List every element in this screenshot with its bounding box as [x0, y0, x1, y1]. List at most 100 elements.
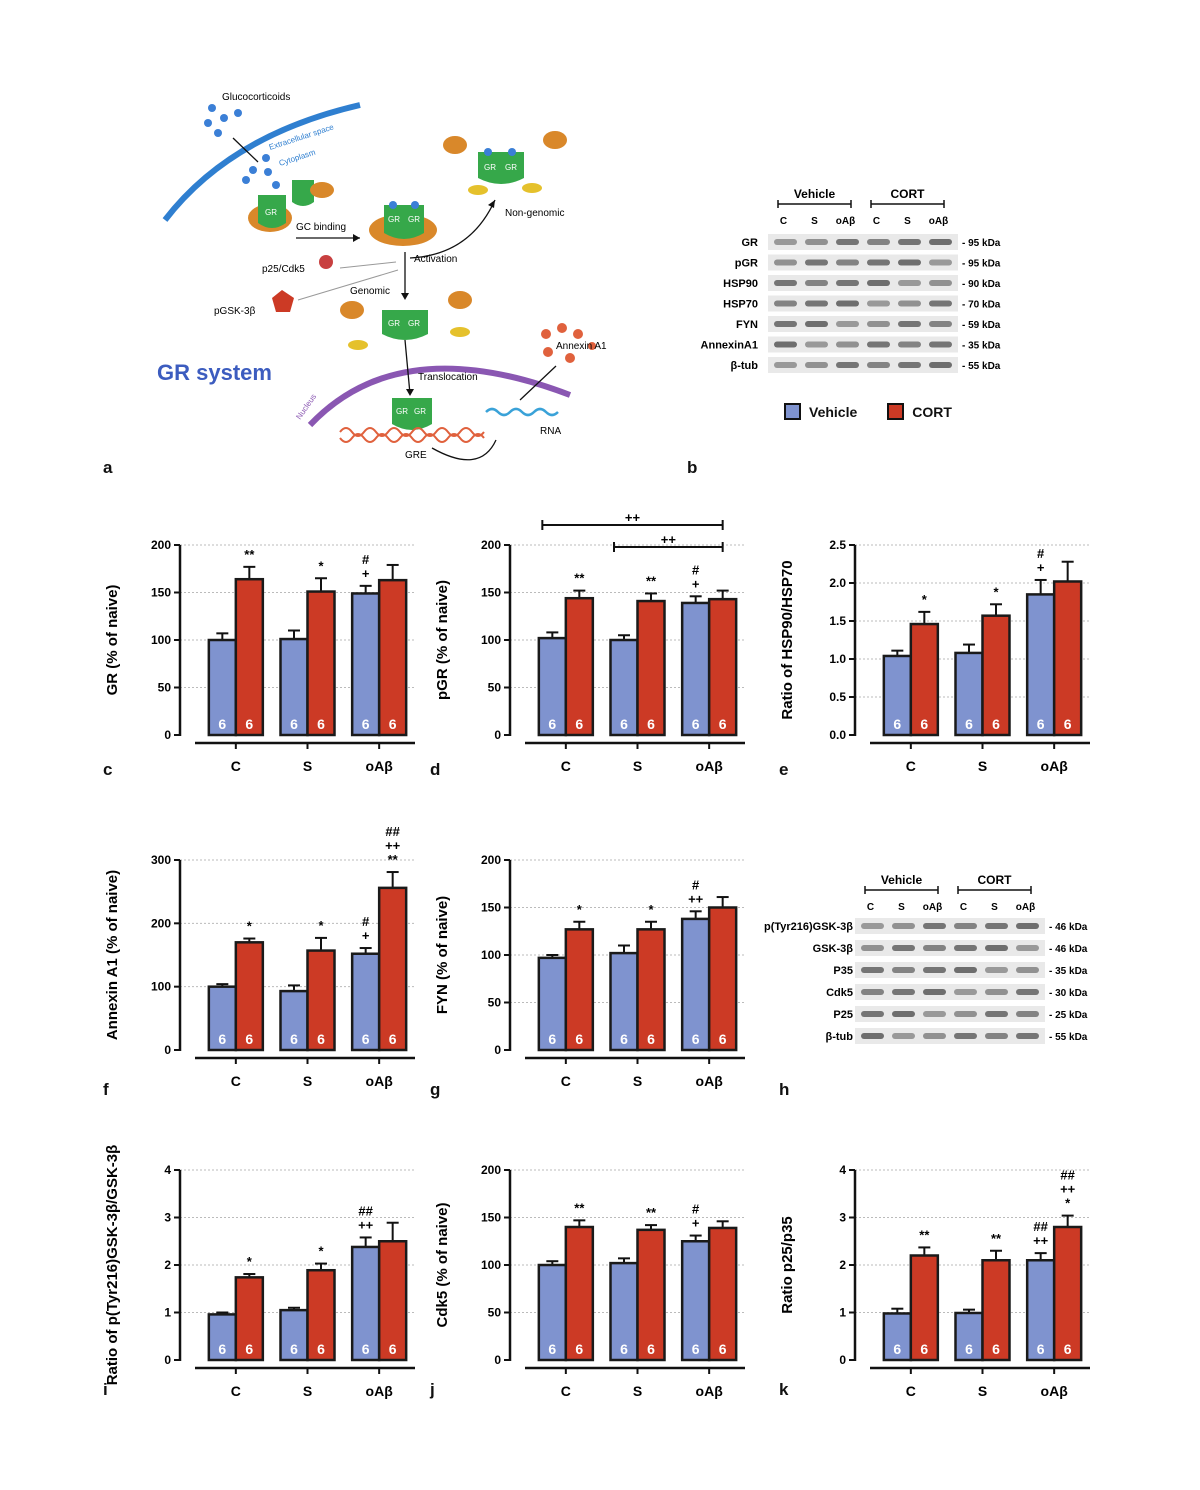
dna-strand: [339, 427, 485, 443]
n-label: 6: [620, 1031, 628, 1047]
blot-lane-label: oAβ: [1016, 902, 1035, 913]
svg-text:GR: GR: [396, 407, 408, 416]
bar-vehicle-C: [537, 956, 568, 1052]
bar-vehicle-C: [882, 1312, 913, 1362]
blot-band: [898, 362, 921, 368]
significance-marker: +: [692, 1216, 700, 1231]
significance-marker: ##: [1060, 1168, 1075, 1183]
blot-band: [954, 923, 977, 929]
blot-lane-label: S: [904, 216, 911, 227]
x-tick-label: oAβ: [696, 1073, 724, 1089]
rna-label: RNA: [540, 426, 561, 437]
blot-band: [774, 341, 797, 348]
blot-band: [929, 280, 952, 286]
blot-band: [985, 967, 1008, 973]
y-tick-label: 50: [488, 996, 502, 1010]
n-label: 6: [692, 1031, 700, 1047]
n-label: 6: [317, 1341, 325, 1357]
blot-group-label: Vehicle: [794, 187, 836, 201]
legend-cort-label: CORT: [912, 403, 952, 420]
blot-band: [892, 923, 915, 929]
y-tick-label: 100: [481, 633, 501, 647]
blot-row-label: HSP70: [723, 299, 758, 311]
y-tick-label: 200: [151, 538, 171, 552]
gr-complex-nuclear: GR GR: [392, 398, 432, 430]
y-tick-label: 1: [164, 1306, 171, 1320]
blot-band: [923, 967, 946, 973]
bar-vehicle-oAβ: [350, 1245, 381, 1362]
y-tick-label: 2: [839, 1258, 846, 1272]
blot-lane-label: C: [960, 902, 967, 913]
blot-group-label: CORT: [891, 187, 926, 201]
bar-vehicle-oAβ: [680, 917, 711, 1052]
gr-system-title: GR system: [157, 360, 272, 385]
genomic-label: Genomic: [350, 286, 390, 297]
blot-band: [861, 945, 884, 951]
blot-strip: [768, 275, 958, 291]
n-label: 6: [719, 716, 727, 732]
n-label: 6: [920, 716, 928, 732]
bar-cort-oAβ: [707, 1226, 738, 1362]
blot-band: [805, 239, 828, 245]
blot-kda-label: - 55 kDa: [962, 361, 1001, 372]
x-tick-label: C: [231, 758, 241, 774]
blot-row-label: β-tub: [826, 1031, 854, 1043]
p25-cdk5-label: p25/Cdk5: [262, 264, 305, 275]
significance-marker: ++: [1033, 1233, 1049, 1248]
blot-kda-label: - 95 kDa: [962, 259, 1001, 270]
y-tick-label: 50: [488, 681, 502, 695]
blot-band: [929, 300, 952, 307]
panel-label-e: e: [779, 760, 789, 779]
n-label: 6: [647, 716, 655, 732]
blot-kda-label: - 46 kDa: [1049, 944, 1088, 955]
n-label: 6: [245, 716, 253, 732]
y-tick-label: 300: [151, 853, 171, 867]
bar-cort-C: [564, 596, 595, 737]
bar-vehicle-oAβ: [350, 952, 381, 1052]
y-tick-label: 200: [151, 916, 171, 930]
y-tick-label: 0: [494, 1353, 501, 1367]
cell-membrane: [162, 102, 361, 222]
blot-band: [805, 259, 828, 266]
bar-cort-S: [636, 928, 666, 1052]
blot-band: [867, 259, 890, 266]
y-tick-label: 200: [481, 538, 501, 552]
blot-band: [898, 280, 921, 286]
n-label: 6: [992, 1341, 1000, 1357]
gr-complex-left: GR: [248, 180, 334, 232]
bar-vehicle-oAβ: [680, 601, 711, 737]
bar-vehicle-oAβ: [350, 592, 381, 737]
x-tick-label: S: [633, 758, 642, 774]
blot-band: [923, 989, 946, 995]
n-label: 6: [362, 1031, 370, 1047]
rna-strand: [485, 407, 559, 417]
n-label: 6: [647, 1031, 655, 1047]
x-tick-label: oAβ: [1041, 758, 1069, 774]
significance-marker: ++: [688, 891, 704, 906]
glucocorticoid-dots: [204, 104, 280, 189]
x-tick-label: C: [231, 1383, 241, 1399]
y-axis-label: Ratio p25/p35: [779, 1216, 796, 1314]
significance-marker: ++: [1060, 1182, 1076, 1197]
blot-band: [1016, 1033, 1039, 1039]
blot-band: [867, 300, 890, 307]
blot-band: [836, 341, 859, 348]
blot-band: [861, 989, 884, 995]
y-tick-label: 3: [839, 1211, 846, 1225]
bar-cort-S: [636, 1228, 666, 1362]
blot-strip: [855, 984, 1045, 1000]
n-label: 6: [1064, 1341, 1072, 1357]
blot-lane-label: C: [867, 902, 874, 913]
n-label: 6: [218, 1341, 226, 1357]
blot-band: [954, 1011, 977, 1017]
blot-band: [836, 239, 859, 245]
bar-cort-S: [306, 590, 336, 737]
gr-complex-center: GR GR: [369, 201, 437, 246]
blot-band: [1016, 945, 1039, 951]
significance-marker: **: [991, 1231, 1002, 1246]
bar-cort-C: [909, 1254, 940, 1362]
n-label: 6: [317, 716, 325, 732]
n-label: 6: [692, 1341, 700, 1357]
y-tick-label: 50: [488, 1306, 502, 1320]
